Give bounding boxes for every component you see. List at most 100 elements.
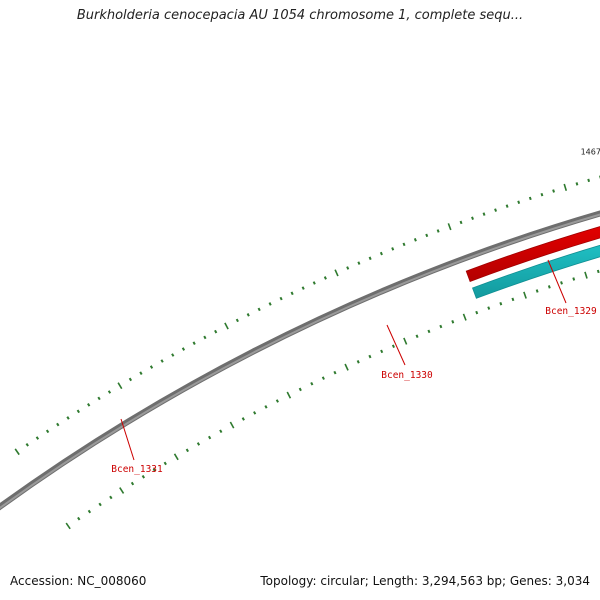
minor-tick [66,416,70,420]
map-title: Burkholderia cenocepacia AU 1054 chromos… [76,8,524,23]
minor-tick [301,286,305,290]
inner-minor-tick [196,442,201,446]
gene-label: Bcen_1331 [111,464,163,475]
minor-tick [45,429,50,434]
inner-minor-tick [141,474,146,479]
genes-layer [465,226,600,299]
backbone-circle [0,210,600,511]
inner-minor-tick [487,306,491,310]
minor-tick [517,200,521,204]
inner-minor-tick [185,448,189,453]
minor-tick [312,281,316,285]
minor-tick [97,396,101,401]
minor-tick [25,443,29,447]
inner-minor-tick [333,370,337,375]
minor-tick [214,329,218,334]
inner-minor-tick [596,269,600,274]
topology-summary-text: Topology: circular; Length: 3,294,563 bp… [260,574,590,588]
inner-minor-tick [356,360,360,364]
gene-reverse-strand [472,244,600,299]
minor-tick [540,192,544,197]
gene-label-leader [120,418,135,461]
inner-minor-tick [572,277,576,281]
minor-tick [257,307,261,312]
accession-text: Accession: NC_008060 [10,574,147,588]
inner-minor-tick [560,281,563,285]
inner-minor-tick [511,297,515,302]
inner-minor-tick [208,435,212,440]
minor-tick [323,276,327,280]
scale-ticks: 1461 kbp1462 kbp1463 kbp1464 kbp1465 kbp… [14,147,600,530]
inner-minor-tick [499,301,503,306]
inner-minor-tick [241,417,245,421]
inner-minor-tick [535,289,539,293]
inner-minor-tick [380,349,384,354]
minor-tick [279,296,283,301]
inner-minor-tick [391,344,395,349]
inner-minor-tick [219,429,223,434]
major-tick [334,269,339,277]
inner-major-tick [523,291,527,299]
minor-tick [192,341,196,345]
minor-tick [87,403,91,407]
inner-minor-tick [310,381,314,386]
inner-major-tick [462,313,467,321]
minor-tick [160,359,164,363]
minor-tick [575,182,579,186]
minor-tick [413,238,417,242]
inner-minor-tick [152,468,156,472]
minor-tick [268,302,272,306]
gene-label: Bcen_1330 [381,370,433,381]
minor-tick [290,291,294,296]
inner-minor-tick [475,310,479,315]
inner-minor-tick [264,405,268,409]
minor-tick [171,353,175,357]
inner-minor-tick [321,376,325,380]
inner-minor-tick [439,324,443,329]
minor-tick [494,208,497,212]
inner-minor-tick [109,495,113,500]
minor-tick [402,242,406,247]
minor-tick [203,335,207,340]
gene-bcen-1331 [465,226,600,282]
minor-tick [587,178,591,183]
minor-tick [235,318,239,323]
inner-major-tick [229,421,235,429]
minor-tick [436,229,440,233]
minor-tick [357,261,361,265]
major-tick [224,322,229,330]
minor-tick [128,377,133,382]
minor-tick [76,409,80,414]
minor-tick [391,247,395,251]
minor-tick [181,347,186,351]
major-tick [447,223,452,231]
inner-major-tick [65,522,71,530]
inner-minor-tick [130,481,135,486]
inner-minor-tick [427,329,431,334]
minor-tick [425,233,429,238]
inner-minor-tick [87,509,92,514]
inner-major-tick [173,453,179,461]
minor-tick [368,256,372,261]
backbone-layer [0,210,600,511]
inner-minor-tick [98,502,102,507]
inner-minor-tick [415,334,419,338]
minor-tick [346,266,350,270]
gene-label: Bcen_1329 [545,306,597,317]
minor-tick [149,365,154,369]
backbone-highlight [0,213,600,510]
minor-tick [552,189,555,193]
minor-tick [482,212,486,216]
minor-tick [246,313,250,317]
inner-major-tick [584,271,588,279]
inner-minor-tick [451,320,455,324]
gene-label-leader [386,324,406,366]
inner-major-tick [344,363,349,371]
minor-tick [459,220,463,225]
inner-minor-tick [163,461,167,466]
inner-major-tick [119,487,125,494]
inner-minor-tick [298,387,302,392]
minor-tick [107,390,112,394]
